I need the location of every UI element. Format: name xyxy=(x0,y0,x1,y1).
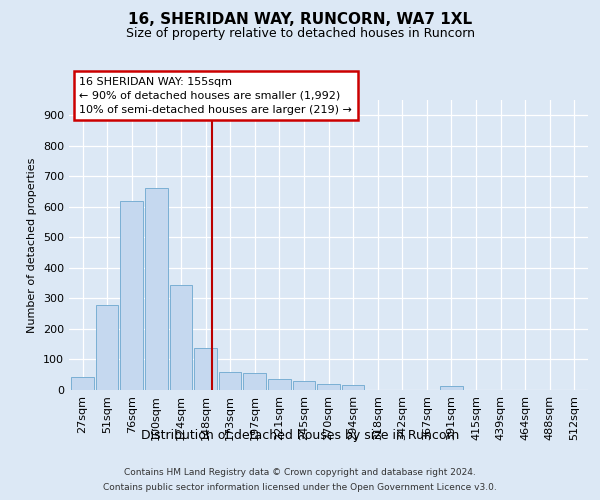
Bar xyxy=(317,384,340,390)
Text: Size of property relative to detached houses in Runcorn: Size of property relative to detached ho… xyxy=(125,28,475,40)
Text: Contains public sector information licensed under the Open Government Licence v3: Contains public sector information licen… xyxy=(103,483,497,492)
Bar xyxy=(170,286,192,390)
Bar xyxy=(194,348,217,390)
Bar xyxy=(244,373,266,390)
Bar xyxy=(219,372,241,390)
Bar xyxy=(293,382,315,390)
Bar xyxy=(342,384,364,390)
Text: Contains HM Land Registry data © Crown copyright and database right 2024.: Contains HM Land Registry data © Crown c… xyxy=(124,468,476,477)
Text: 16 SHERIDAN WAY: 155sqm
← 90% of detached houses are smaller (1,992)
10% of semi: 16 SHERIDAN WAY: 155sqm ← 90% of detache… xyxy=(79,77,352,115)
Bar xyxy=(121,200,143,390)
Bar xyxy=(96,306,118,390)
Text: 16, SHERIDAN WAY, RUNCORN, WA7 1XL: 16, SHERIDAN WAY, RUNCORN, WA7 1XL xyxy=(128,12,472,28)
Text: Distribution of detached houses by size in Runcorn: Distribution of detached houses by size … xyxy=(141,428,459,442)
Bar xyxy=(440,386,463,390)
Bar xyxy=(145,188,167,390)
Bar xyxy=(71,377,94,390)
Y-axis label: Number of detached properties: Number of detached properties xyxy=(28,158,37,332)
Bar xyxy=(268,378,290,390)
